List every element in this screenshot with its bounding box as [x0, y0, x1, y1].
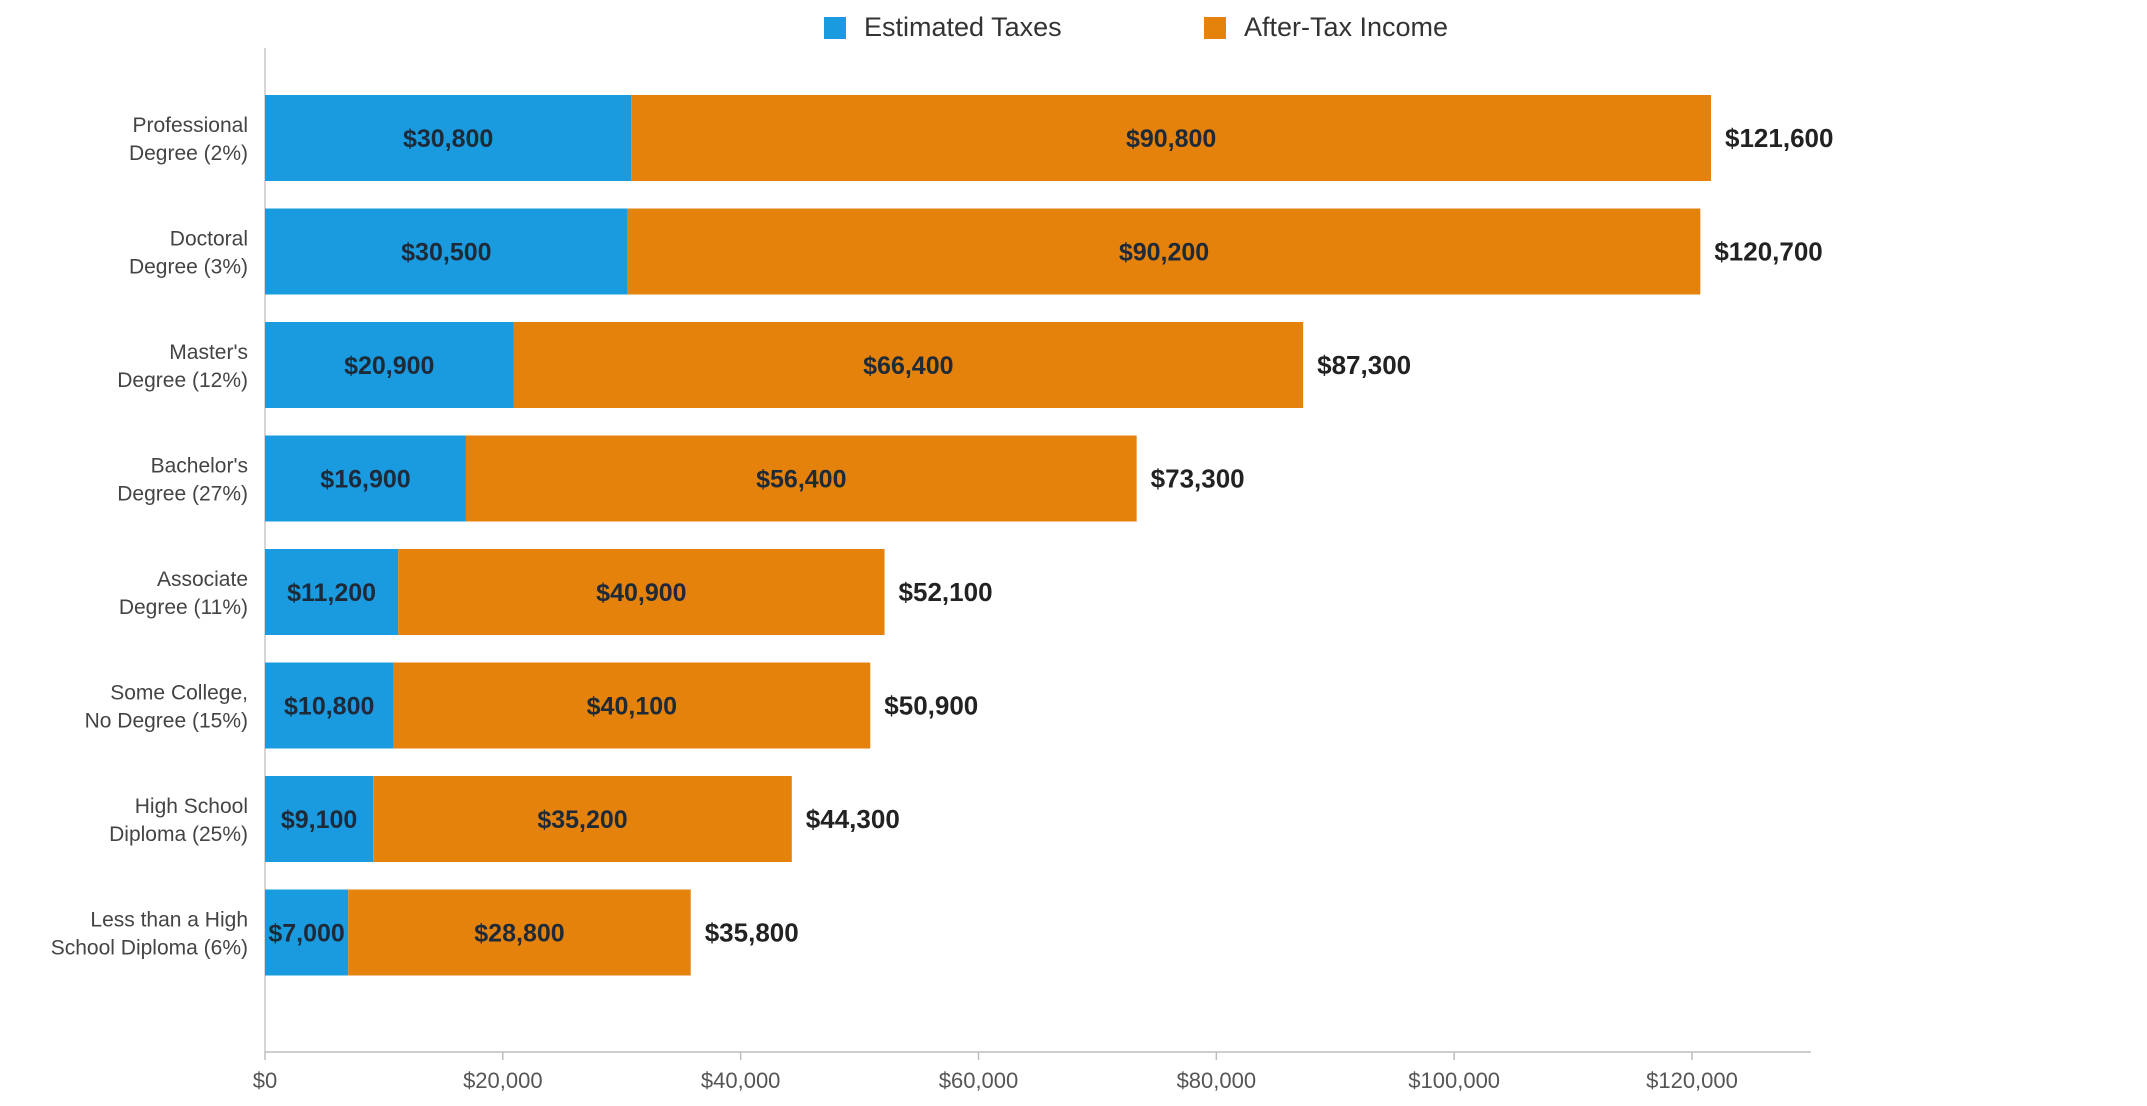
- bar-label-after-tax-income: $66,400: [863, 352, 953, 380]
- total-label: $52,100: [899, 577, 993, 607]
- bar-label-after-tax-income: $40,100: [587, 693, 677, 721]
- legend-item-estimated-taxes: Estimated Taxes: [824, 12, 1062, 43]
- category-label: Degree (12%): [117, 369, 248, 392]
- category-label: Some College,: [110, 682, 248, 705]
- legend-swatch-estimated-taxes: [824, 16, 846, 39]
- bar-estimated-taxes: [265, 435, 466, 522]
- category-label: No Degree (15%): [85, 710, 248, 733]
- bar-estimated-taxes: [265, 776, 374, 862]
- x-tick-label: $40,000: [701, 1068, 781, 1093]
- x-tick-label: $80,000: [1177, 1068, 1257, 1093]
- bar-estimated-taxes: [265, 889, 349, 976]
- total-label: $120,700: [1714, 237, 1822, 267]
- total-label: $44,300: [806, 804, 900, 834]
- category-label: Bachelor's: [151, 455, 248, 478]
- category-label: High School: [135, 795, 248, 818]
- category-label: Associate: [157, 568, 248, 591]
- bar-estimated-taxes: [265, 549, 399, 635]
- total-label: $35,800: [705, 918, 799, 948]
- category-label: Master's: [169, 341, 248, 364]
- bar-estimated-taxes: [265, 322, 514, 408]
- bar-estimated-taxes: [265, 208, 628, 295]
- legend-swatch-after-tax-income: [1204, 16, 1226, 39]
- category-label: Degree (11%): [119, 596, 248, 619]
- legend-label-after-tax-income: After-Tax Income: [1244, 12, 1449, 42]
- bar-after-tax-income: [398, 549, 885, 635]
- bar-label-after-tax-income: $90,200: [1119, 239, 1209, 267]
- bar-label-estimated-taxes: $7,000: [268, 920, 344, 948]
- total-label: $87,300: [1317, 350, 1411, 380]
- bar-label-estimated-taxes: $30,500: [401, 239, 491, 267]
- bar-after-tax-income: [373, 776, 792, 862]
- total-label: $121,600: [1725, 123, 1833, 153]
- x-tick-label: $100,000: [1408, 1068, 1500, 1093]
- legend-item-after-tax-income: After-Tax Income: [1204, 12, 1448, 43]
- bar-after-tax-income: [627, 208, 1701, 295]
- bar-label-after-tax-income: $56,400: [756, 466, 846, 494]
- legend-label-estimated-taxes: Estimated Taxes: [864, 12, 1062, 42]
- x-tick-label: $60,000: [939, 1068, 1019, 1093]
- bar-after-tax-income: [465, 435, 1137, 522]
- x-tick-label: $120,000: [1646, 1068, 1738, 1093]
- bar-label-estimated-taxes: $11,200: [287, 579, 376, 607]
- total-label: $73,300: [1151, 464, 1245, 494]
- bar-label-after-tax-income: $90,800: [1126, 125, 1216, 153]
- bar-estimated-taxes: [265, 95, 632, 181]
- x-tick-label: $20,000: [463, 1068, 543, 1093]
- category-label: Diploma (25%): [109, 823, 248, 846]
- category-label: Degree (27%): [117, 483, 248, 506]
- bar-label-estimated-taxes: $30,800: [403, 125, 493, 153]
- bar-label-after-tax-income: $35,200: [537, 806, 627, 834]
- category-label: Less than a High: [90, 909, 248, 932]
- legend: Estimated Taxes After-Tax Income: [0, 12, 2147, 52]
- category-label: Doctoral: [170, 228, 248, 251]
- total-label: $50,900: [884, 691, 978, 721]
- bar-estimated-taxes: [265, 662, 394, 749]
- x-tick-label: $0: [253, 1068, 277, 1093]
- bar-label-estimated-taxes: $16,900: [320, 466, 410, 494]
- category-label: Degree (2%): [129, 142, 248, 165]
- bar-label-estimated-taxes: $9,100: [281, 806, 357, 834]
- bar-label-after-tax-income: $28,800: [474, 920, 564, 948]
- category-label: Degree (3%): [129, 256, 248, 279]
- bar-after-tax-income: [393, 662, 871, 749]
- bar-after-tax-income: [513, 322, 1304, 408]
- bar-label-estimated-taxes: $20,900: [344, 352, 434, 380]
- bar-after-tax-income: [631, 95, 1712, 181]
- bar-label-estimated-taxes: $10,800: [284, 693, 374, 721]
- category-label: School Diploma (6%): [51, 937, 248, 960]
- bar-after-tax-income: [348, 889, 691, 976]
- category-label: Professional: [132, 114, 248, 137]
- bar-label-after-tax-income: $40,900: [596, 579, 686, 607]
